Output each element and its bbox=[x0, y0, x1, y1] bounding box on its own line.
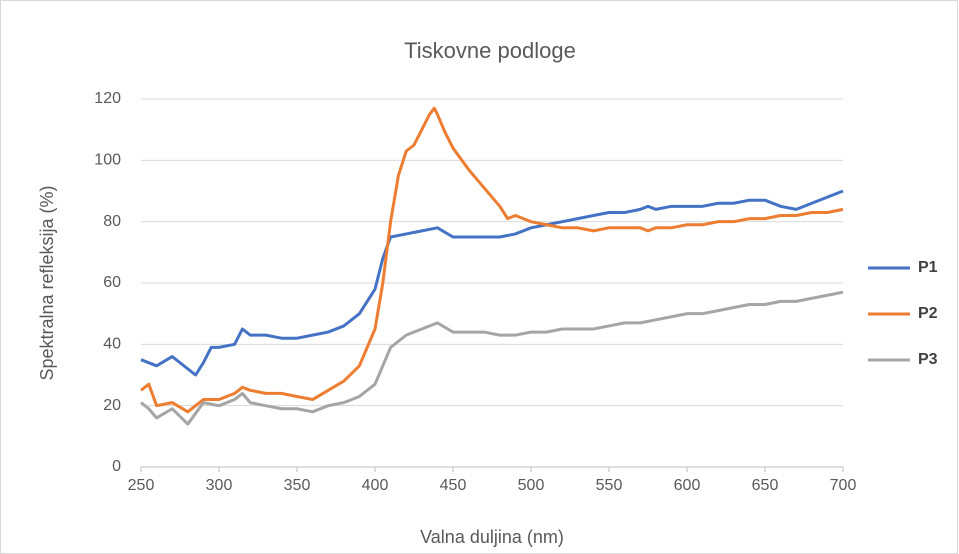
series-line bbox=[140, 189, 844, 377]
legend-label: P3 bbox=[918, 351, 938, 368]
y-tick-label: 80 bbox=[103, 213, 121, 230]
y-tick-label: 120 bbox=[94, 90, 121, 107]
y-tick-label: 60 bbox=[103, 274, 121, 291]
x-tick-label: 500 bbox=[518, 477, 545, 494]
y-tick-label: 40 bbox=[103, 336, 121, 353]
y-tick-label: 100 bbox=[94, 152, 121, 169]
series-line bbox=[140, 106, 844, 414]
x-axis-title: Valna duljina (nm) bbox=[420, 527, 564, 547]
series-line bbox=[140, 290, 844, 426]
legend-label: P2 bbox=[918, 305, 938, 322]
x-tick-label: 250 bbox=[128, 477, 155, 494]
x-tick-label: 700 bbox=[830, 477, 857, 494]
x-tick-label: 550 bbox=[596, 477, 623, 494]
x-tick-label: 650 bbox=[752, 477, 779, 494]
legend-label: P1 bbox=[918, 259, 938, 276]
y-axis-title: Spektralna refleksija (%) bbox=[37, 185, 57, 380]
chart-title: Tiskovne podloge bbox=[404, 38, 576, 63]
x-tick-label: 450 bbox=[440, 477, 467, 494]
x-tick-label: 600 bbox=[674, 477, 701, 494]
x-tick-label: 400 bbox=[362, 477, 389, 494]
y-tick-label: 0 bbox=[112, 458, 121, 475]
x-tick-label: 350 bbox=[284, 477, 311, 494]
x-tick-label: 300 bbox=[206, 477, 233, 494]
y-tick-label: 20 bbox=[103, 397, 121, 414]
